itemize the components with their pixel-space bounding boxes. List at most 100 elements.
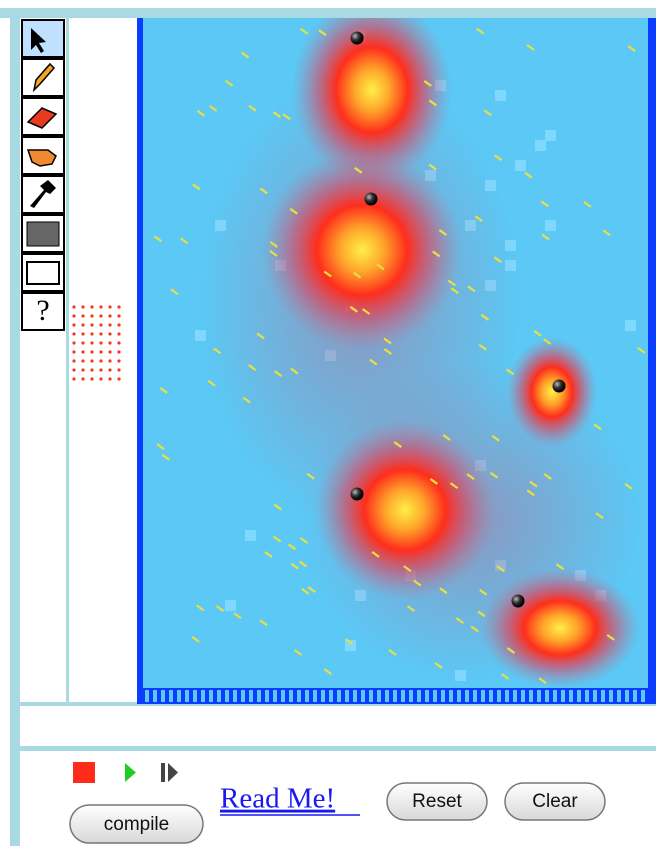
dot	[99, 377, 102, 380]
reset-button[interactable]: Reset	[387, 783, 487, 820]
dot	[72, 314, 75, 317]
read-me-link[interactable]: Read Me!	[220, 783, 335, 815]
dot	[90, 323, 93, 326]
sim-bottom-strip	[145, 690, 645, 702]
dot	[90, 314, 93, 317]
strip-tick	[593, 690, 597, 702]
heat-blob	[480, 568, 640, 688]
dot	[99, 341, 102, 344]
dot	[117, 359, 120, 362]
ball	[553, 380, 566, 393]
strip-tick	[497, 690, 501, 702]
strip-tick	[641, 690, 645, 702]
strip-tick	[441, 690, 445, 702]
dot	[99, 332, 102, 335]
strip-tick	[289, 690, 293, 702]
dot	[108, 350, 111, 353]
frame-top	[0, 8, 656, 18]
strip-tick	[153, 690, 157, 702]
strip-tick	[633, 690, 637, 702]
strip-tick	[425, 690, 429, 702]
strip-tick	[313, 690, 317, 702]
dot	[108, 368, 111, 371]
help-icon: ?	[36, 294, 49, 327]
dot	[90, 377, 93, 380]
tile	[545, 130, 556, 141]
dot	[99, 359, 102, 362]
dot	[81, 323, 84, 326]
dot	[117, 350, 120, 353]
strip-tick	[217, 690, 221, 702]
button-label: Reset	[412, 791, 462, 812]
strip-tick	[209, 690, 213, 702]
strip-tick	[177, 690, 181, 702]
toolbar: ?	[22, 20, 64, 330]
dot	[117, 368, 120, 371]
dot	[108, 305, 111, 308]
ball	[351, 32, 364, 45]
strip-tick	[489, 690, 493, 702]
strip-tick	[233, 690, 237, 702]
dot	[81, 332, 84, 335]
strip-tick	[201, 690, 205, 702]
strip-tick	[225, 690, 229, 702]
dot	[90, 359, 93, 362]
strip-tick	[601, 690, 605, 702]
dot	[72, 341, 75, 344]
dot	[117, 323, 120, 326]
pattern-icon	[27, 222, 59, 246]
dot	[81, 377, 84, 380]
dot	[90, 305, 93, 308]
strip-tick	[433, 690, 437, 702]
dot	[81, 368, 84, 371]
strip-tick	[625, 690, 629, 702]
ball	[512, 595, 525, 608]
strip-tick	[409, 690, 413, 702]
dot	[117, 341, 120, 344]
step-bar	[161, 763, 165, 782]
dot	[108, 341, 111, 344]
strip-tick	[537, 690, 541, 702]
tile	[545, 220, 556, 231]
tile	[495, 90, 506, 101]
strip-tick	[369, 690, 373, 702]
dot	[117, 377, 120, 380]
clear-button[interactable]: Clear	[505, 783, 605, 820]
strip-tick	[241, 690, 245, 702]
compile-button[interactable]: compile	[70, 805, 203, 843]
dot	[72, 377, 75, 380]
ball	[351, 488, 364, 501]
dot	[108, 323, 111, 326]
strip-tick	[161, 690, 165, 702]
strip-tick	[281, 690, 285, 702]
strip-tick	[305, 690, 309, 702]
strip-tick	[521, 690, 525, 702]
dot	[81, 305, 84, 308]
ball	[365, 193, 378, 206]
heat-blob	[262, 150, 462, 350]
tile	[625, 320, 636, 331]
dot	[117, 314, 120, 317]
strip-tick	[353, 690, 357, 702]
strip-tick	[297, 690, 301, 702]
strip-tick	[329, 690, 333, 702]
heat-blob	[507, 337, 597, 447]
strip-tick	[337, 690, 341, 702]
strip-tick	[513, 690, 517, 702]
dot	[90, 332, 93, 335]
strip-tick	[473, 690, 477, 702]
strip-tick	[449, 690, 453, 702]
strip-tick	[273, 690, 277, 702]
strip-tick	[377, 690, 381, 702]
dot	[117, 305, 120, 308]
strip-tick	[249, 690, 253, 702]
strip-tick	[265, 690, 269, 702]
strip-tick	[257, 690, 261, 702]
tile	[225, 600, 236, 611]
strip-tick	[553, 690, 557, 702]
stop-button[interactable]	[73, 762, 95, 783]
frame-left	[10, 8, 20, 846]
strip-tick	[185, 690, 189, 702]
tile	[515, 160, 526, 171]
tile	[535, 140, 546, 151]
